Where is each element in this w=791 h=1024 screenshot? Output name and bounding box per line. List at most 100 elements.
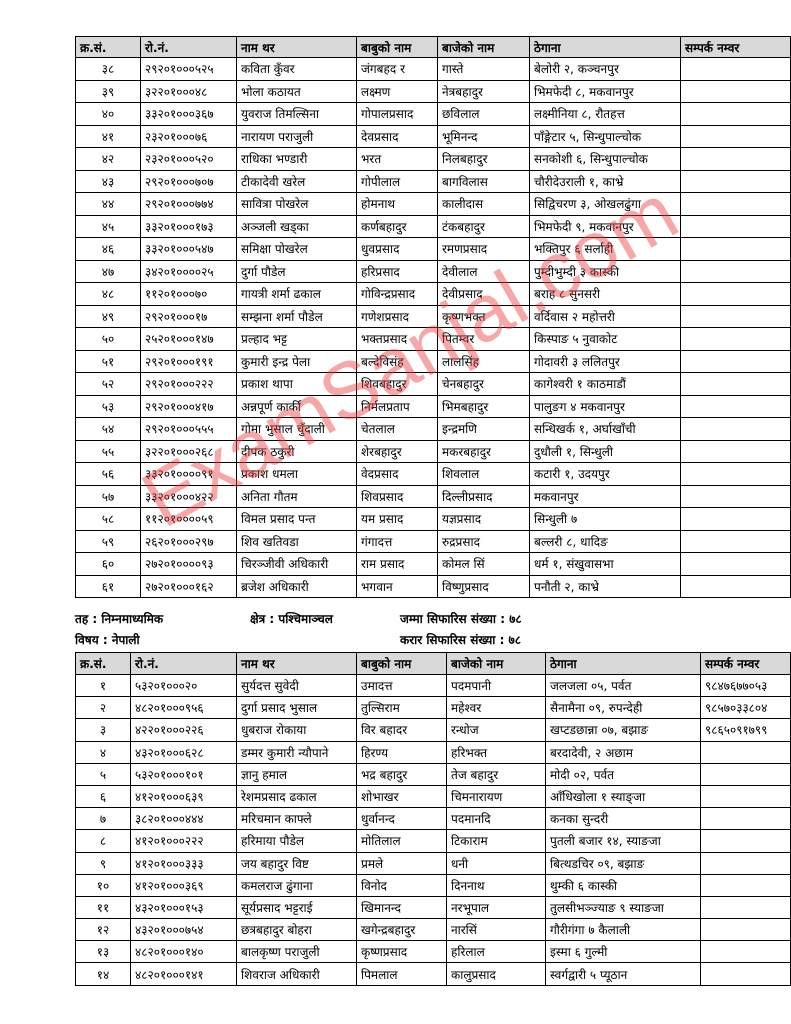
cell: २९२०१०००७०७ (140, 169, 237, 193)
cell: दुर्गा प्रसाद भुसाल (236, 696, 357, 720)
cell: २९२०१०००१७ (140, 304, 237, 328)
header-cell: सम्पर्क नम्वर (680, 36, 791, 58)
empty-cell (680, 259, 791, 283)
cell: ६१ (75, 574, 141, 598)
cell: बरदादेवी, २ अछाम (545, 740, 701, 764)
empty-cell (700, 962, 791, 986)
cell: गोदावरी ३ ललितपुर (529, 349, 681, 373)
row: ४६ ३३२०१०००५४७ समिक्षा पोखरेल धुवप्रसाद रमणप… (75, 237, 791, 261)
level: तह : निम्नमाध्यमिक (75, 612, 164, 626)
header-cell: क्र.सं. (75, 652, 131, 675)
cell: नेत्रबहादुर (437, 79, 530, 103)
cell: सन्धिखर्क १, अर्घाखाँची (529, 417, 681, 441)
empty-cell (680, 574, 791, 598)
cell: ९८६५०९१७९९ (700, 718, 791, 742)
cell: सिद्विचरण ३, ओखलढुंगा (529, 192, 681, 216)
empty-cell (680, 484, 791, 508)
cell: बागविलास (437, 169, 530, 193)
empty-cell (680, 79, 791, 103)
row: ५० २५२०१०००१४७ प्रल्हाद भट्ट भक्तप्रसाद पितम… (75, 327, 791, 351)
cell: निलबहादुर (437, 147, 530, 171)
cell: उमादत्त (356, 673, 447, 698)
cell: शिवलाल (437, 462, 530, 486)
cell: ६ (75, 784, 131, 809)
row: ४२ २३२०१०००५२० राधिका भण्डारी भरत निलबहादुर स… (75, 147, 791, 171)
cell: ३२२०१०००४८ (140, 79, 237, 103)
row: ५९ २६२०१०००२९७ शिव खतिवडा गंगादत्त रुद्रप्रस… (75, 529, 791, 553)
row: १४ ४८२०१०००१४१ शिवराज अधिकारी पिमलाल कालुप्र… (75, 962, 791, 986)
cell: पनौती २, काभ्रे (529, 574, 681, 598)
row: १३ ४८२०१०००१४० बालकृष्ण पराजुली कृष्णप्रसाद… (75, 940, 791, 964)
cell: २९२०१०००५२५ (140, 57, 237, 81)
cell: नारसिं (446, 918, 546, 942)
cell: १० (75, 873, 131, 897)
cell: टीकादेवी खरेल (236, 169, 357, 193)
row: ८ ४१२०१०००२२२ हरिमाया पौडेल मोतिलाल टिकाराम प… (75, 829, 791, 853)
cell: मकरबहादुर (437, 439, 530, 463)
cell: २३२०१०००७६ (140, 124, 237, 148)
cell: तुलसीभञ्ज्याङ ९ स्याङजा (545, 895, 701, 920)
empty-cell (680, 282, 791, 306)
cell: कालुप्रसाद (446, 962, 546, 986)
cell: गोपालप्रसाद (356, 102, 438, 126)
cell: ५५ (75, 439, 141, 463)
cell: तेज बहादुर (446, 762, 546, 786)
row: १० ४१२०१०००३६९ कमलराज ढुंगाना विनोद दिननाथ थु… (75, 873, 791, 897)
cell: खिमानन्द (356, 895, 447, 920)
cell: रन्धोज (446, 718, 546, 742)
cell: राम प्रसाद (356, 552, 438, 576)
cell: २६२०१०००२९७ (140, 529, 237, 553)
cell: ५८ (75, 507, 141, 531)
row: ९ ४१२०१०००३३३ जय बहादुर विष्ट प्रमले धनी बित्… (75, 851, 791, 875)
cell: कमलराज ढुंगाना (236, 873, 357, 897)
empty-cell (680, 214, 791, 238)
cell: ४१२०१०००६३९ (130, 784, 237, 809)
cell: ज्ञानु हमाल (236, 762, 357, 786)
cell: रेशमप्रसाद ढकाल (236, 784, 357, 809)
cell: चौरीदेउराली १, काभ्रे (529, 169, 681, 193)
cell: कृष्णप्रसाद (356, 940, 447, 964)
cell: बित्थडचिर ०९, बझाङ (545, 851, 701, 875)
cell: गास्ते (437, 57, 530, 81)
empty-cell (700, 784, 791, 809)
empty-cell (700, 940, 791, 964)
cell: खगेन्द्रबहादुर (356, 918, 447, 942)
empty-cell (680, 462, 791, 486)
row: २ ४८२०१०००९५६ दुर्गा प्रसाद भुसाल तुल्सिराम… (75, 696, 791, 720)
cell: भिमफेदी ८, मकवानपुर (529, 79, 681, 103)
cell: मोदी ०२, पर्वत (545, 762, 701, 786)
table: क्र.सं. रो.नं. नाम थर बाबुको नाम बाजेको नाम ठ… (75, 36, 791, 598)
cell: सूर्यप्रसाद भट्टराई (236, 895, 357, 920)
cell: युवराज तिमल्सिना (236, 102, 357, 126)
cell: इस्मा ६ गुल्मी (545, 940, 701, 964)
cell: २९२०१०००२२२ (140, 372, 237, 396)
empty-cell (700, 740, 791, 764)
empty-cell (680, 57, 791, 81)
cell: अनिता गौतम (236, 484, 357, 508)
cell: १३ (75, 940, 131, 964)
cell: दिल्लीप्रसाद (437, 484, 530, 508)
cell: पुम्दीभुम्दी ३ कास्की (529, 259, 681, 283)
empty-cell (680, 237, 791, 261)
cell: बल्लरी ८, धादिङ (529, 529, 681, 553)
row: ५८ ११२०१००००५९ विमल प्रसाद पन्त यम प्रसाद यज… (75, 507, 791, 531)
empty-cell (700, 851, 791, 875)
empty-cell (700, 762, 791, 786)
cell: ४२२०१०००२२६ (130, 718, 237, 742)
cell: रुद्रप्रसाद (437, 529, 530, 553)
cell: कविता कुँवर (236, 57, 357, 81)
cell: जलजला ०५, पर्वत (545, 673, 701, 698)
row: १२ ४३२०१०००७५४ छत्रबहादुर बोहरा खगेन्द्रबहा… (75, 918, 791, 942)
cell: शिवराज अधिकारी (236, 962, 357, 986)
header-cell: नाम थर (236, 652, 357, 675)
cell: ११२०१००००५९ (140, 507, 237, 531)
header-cell: बाबुको नाम (356, 652, 447, 675)
cell: ३८२०१०००४४४ (130, 807, 237, 831)
cell: कोमल सिं (437, 552, 530, 576)
cell: २९२०१०००१९१ (140, 349, 237, 373)
cell: गौरीगंगा ७ कैलाली (545, 918, 701, 942)
row: ४७ ३४२०१००००२५ दुर्गा पौडेल हरिप्रसाद देवीला… (75, 259, 791, 283)
cell: धुवप्रसाद (356, 237, 438, 261)
cell: मोतिलाल (356, 829, 447, 853)
cell: ४२ (75, 147, 141, 171)
